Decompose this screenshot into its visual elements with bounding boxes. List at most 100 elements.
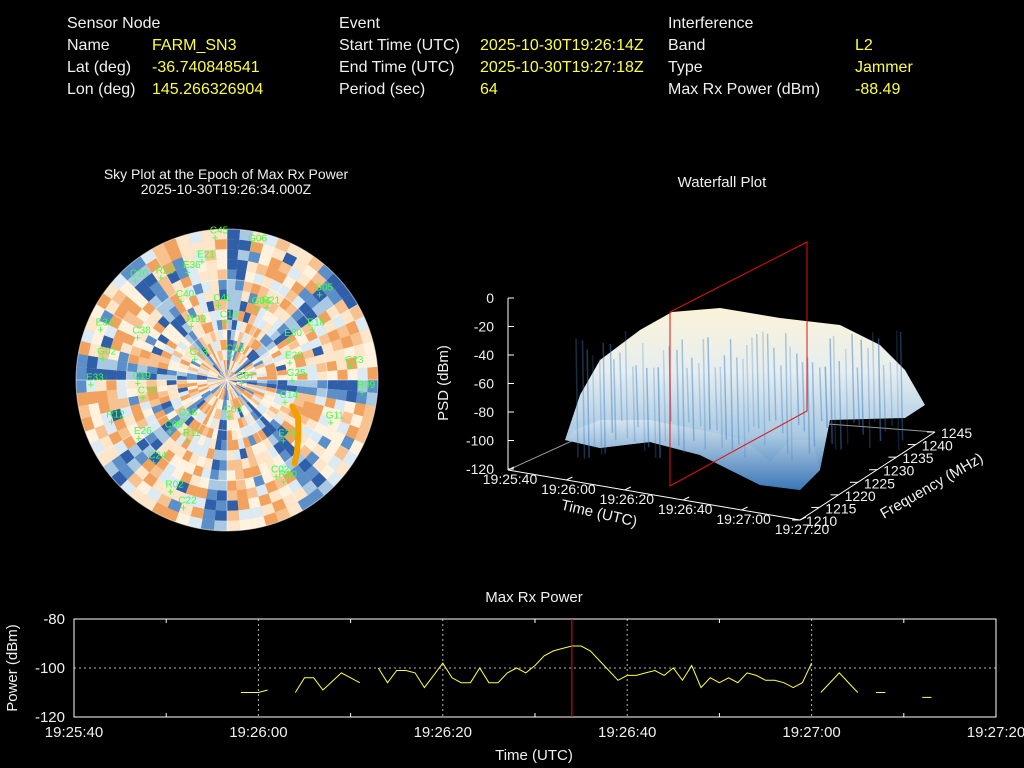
sky-cell	[282, 275, 297, 290]
sky-cell	[227, 372, 235, 380]
sky-cell	[248, 325, 258, 337]
sky-cell	[160, 350, 173, 360]
sky-cell	[235, 428, 243, 440]
sky-cell	[333, 399, 346, 412]
sky-cell	[345, 357, 358, 370]
sky-cell	[317, 435, 332, 450]
sky-cell	[186, 318, 197, 331]
sky-cell	[198, 386, 209, 393]
sky-cell	[267, 433, 279, 446]
sky-cell	[157, 275, 172, 290]
sky-cell	[227, 380, 235, 388]
sky-cell	[223, 410, 227, 421]
sky-cell	[193, 251, 207, 264]
chart-title: Max Rx Power	[485, 589, 583, 606]
sky-cell	[211, 386, 220, 395]
sky-cell	[168, 441, 181, 455]
sky-cell	[206, 448, 215, 460]
event-period-value: 64	[480, 81, 498, 98]
surface-streak	[806, 357, 811, 454]
sky-cell	[221, 380, 227, 389]
sky-cell	[220, 389, 225, 400]
sky-cell	[197, 385, 209, 391]
sky-cell	[305, 418, 319, 431]
sky-cell	[227, 377, 237, 380]
sky-cell	[336, 324, 350, 339]
sky-cell	[209, 417, 217, 429]
sky-cell	[227, 370, 232, 380]
sky-cell	[277, 380, 288, 386]
sky-cell	[188, 294, 200, 308]
satellite-marker: +R21	[262, 295, 281, 314]
sky-cell	[337, 369, 348, 380]
sky-cell	[227, 500, 239, 511]
sky-cell	[207, 374, 218, 379]
sky-cell	[88, 343, 101, 358]
sky-cell	[317, 371, 328, 380]
sky-cell	[259, 333, 270, 345]
sky-cell	[228, 360, 233, 371]
sky-cell	[216, 340, 222, 351]
sky-cell	[111, 273, 128, 290]
sky-cell	[182, 493, 196, 507]
sky-cell	[255, 418, 266, 430]
sky-cell	[212, 387, 221, 396]
sky-cell	[157, 415, 170, 427]
sky-cell	[238, 355, 247, 365]
sky-cell	[129, 487, 147, 504]
sky-cell	[225, 369, 227, 380]
sky-cell	[267, 314, 279, 327]
sky-cell	[154, 409, 166, 421]
sky-cell	[296, 334, 310, 346]
sky-cell	[221, 349, 226, 361]
sky-cell	[322, 319, 337, 334]
sky-cell	[283, 315, 297, 329]
sky-cell	[302, 264, 318, 280]
sky-cell	[132, 410, 145, 423]
freq-axis-line	[799, 431, 936, 521]
surface-streak	[742, 358, 746, 457]
sky-cell	[201, 425, 210, 437]
sky-cell	[237, 498, 250, 511]
sky-cell	[217, 380, 227, 385]
sky-cell	[276, 384, 288, 391]
sky-cell	[234, 341, 241, 352]
sky-cell	[140, 495, 157, 511]
sky-cell	[76, 392, 89, 407]
sky-cell	[256, 385, 267, 391]
sky-cell	[309, 430, 323, 444]
sky-cell	[131, 430, 145, 444]
sky-cell	[234, 459, 243, 471]
elevation-ring	[75, 228, 379, 532]
sky-cell	[227, 339, 231, 350]
sensor-name-label: Name	[67, 37, 110, 54]
sky-cell	[272, 429, 284, 442]
sky-cell	[228, 389, 233, 400]
sky-cell	[295, 359, 307, 368]
sky-cell	[230, 350, 235, 361]
sky-cell	[248, 351, 258, 361]
sky-cell	[113, 304, 129, 320]
sky-cell	[170, 429, 182, 442]
sky-cell	[194, 410, 204, 422]
sky-cell	[220, 440, 227, 451]
satellite-plus: +	[280, 435, 286, 447]
sky-cell	[276, 339, 289, 350]
sky-cell	[266, 383, 278, 389]
sky-cell	[170, 354, 182, 363]
sky-cell	[236, 382, 247, 387]
sky-cell	[227, 480, 237, 491]
sky-cell	[213, 418, 221, 430]
sky-cell	[152, 321, 166, 334]
sky-cell	[216, 379, 227, 380]
y-axis-label: Power (dBm)	[4, 624, 21, 712]
sky-cell	[312, 403, 325, 415]
sky-cell	[247, 313, 257, 326]
sky-cell	[327, 328, 341, 343]
sky-cell	[309, 410, 322, 423]
sky-cell	[278, 261, 293, 276]
sky-cell	[359, 328, 373, 344]
satellite-label: E33	[86, 373, 104, 384]
sky-cell	[151, 243, 168, 258]
